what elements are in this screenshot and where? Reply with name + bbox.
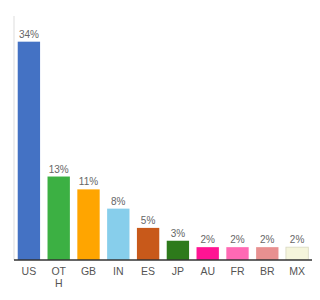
x-tick-label: IN	[113, 265, 124, 277]
bar-chart: 34% 13% 11% 8% 5% 3% 2% 2% 2% 2% US OTH GB IN ES JP AU FR…	[0, 0, 320, 300]
x-tick-label: MX	[289, 265, 305, 277]
data-label: 2%	[260, 234, 275, 245]
data-label: 3%	[171, 228, 186, 239]
bar	[48, 177, 70, 260]
chart-container: 34% 13% 11% 8% 5% 3% 2% 2% 2% 2% US OTH GB IN ES JP AU FR…	[0, 0, 320, 300]
bar	[167, 241, 189, 260]
x-tick-label: OTH	[51, 265, 66, 289]
x-tick-label: US	[22, 265, 37, 277]
bar	[107, 209, 129, 260]
data-label: 34%	[19, 29, 39, 40]
x-axis	[14, 259, 312, 261]
y-axis	[14, 16, 15, 260]
bar	[18, 42, 40, 260]
data-label: 2%	[200, 234, 215, 245]
bars	[18, 42, 309, 260]
data-label: 13%	[49, 164, 69, 175]
x-tick-label: ES	[141, 265, 155, 277]
x-tick-label: FR	[231, 265, 245, 277]
bar	[286, 247, 308, 260]
data-label: 8%	[111, 196, 126, 207]
bar	[197, 247, 219, 260]
bar	[256, 247, 278, 260]
data-label: 2%	[230, 234, 245, 245]
data-label: 2%	[290, 234, 305, 245]
x-tick-label: BR	[260, 265, 275, 277]
data-label: 5%	[141, 215, 156, 226]
x-tick-label: GB	[81, 265, 96, 277]
bar	[137, 228, 159, 260]
bar	[77, 189, 99, 260]
x-tick-label: AU	[200, 265, 215, 277]
x-tick-label: JP	[172, 265, 184, 277]
data-label: 11%	[79, 176, 98, 187]
bar	[226, 247, 248, 260]
